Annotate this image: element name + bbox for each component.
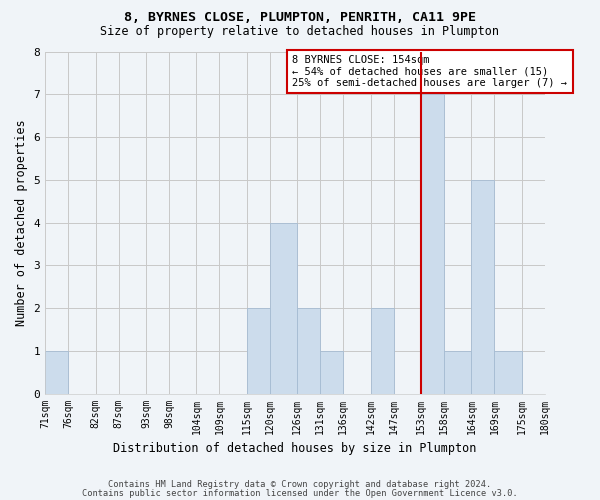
Bar (247, 308, 270, 394)
Bar (297, 308, 320, 394)
Bar (472, 180, 494, 394)
Text: Contains public sector information licensed under the Open Government Licence v3: Contains public sector information licen… (82, 489, 518, 498)
Text: 8 BYRNES CLOSE: 154sqm
← 54% of detached houses are smaller (15)
25% of semi-det: 8 BYRNES CLOSE: 154sqm ← 54% of detached… (292, 55, 568, 88)
Bar (270, 222, 297, 394)
Bar (45, 351, 68, 394)
Text: Contains HM Land Registry data © Crown copyright and database right 2024.: Contains HM Land Registry data © Crown c… (109, 480, 491, 489)
X-axis label: Distribution of detached houses by size in Plumpton: Distribution of detached houses by size … (113, 442, 476, 455)
Y-axis label: Number of detached properties: Number of detached properties (15, 119, 28, 326)
Text: Size of property relative to detached houses in Plumpton: Size of property relative to detached ho… (101, 25, 499, 38)
Bar (320, 351, 343, 394)
Text: 8, BYRNES CLOSE, PLUMPTON, PENRITH, CA11 9PE: 8, BYRNES CLOSE, PLUMPTON, PENRITH, CA11… (124, 11, 476, 24)
Bar (421, 94, 444, 394)
Bar (371, 308, 394, 394)
Bar (444, 351, 472, 394)
Bar (494, 351, 522, 394)
Bar (545, 351, 568, 394)
